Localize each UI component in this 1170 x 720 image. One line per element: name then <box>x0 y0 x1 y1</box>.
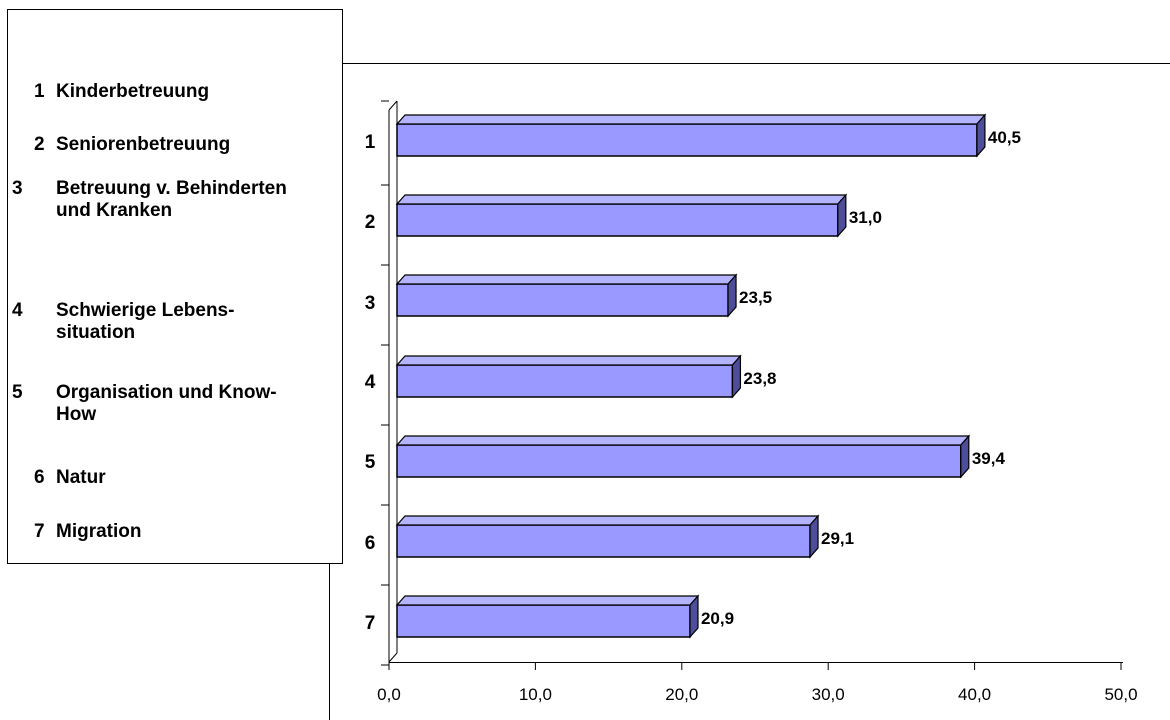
y-axis-bottom-depth <box>388 652 398 663</box>
x-tick-label: 20,0 <box>665 685 698 704</box>
category-labels: 1 2 3 4 5 6 7 <box>365 132 376 634</box>
legend-item-number: 6 <box>34 467 45 488</box>
bar-top <box>395 114 987 125</box>
bar-4 <box>395 354 742 399</box>
data-label-6: 29,1 <box>821 529 854 548</box>
category-label-1: 1 <box>365 132 376 153</box>
legend-item-number: 2 <box>34 134 45 155</box>
legend-item-7: 7 Migration <box>34 521 334 543</box>
bar-front <box>396 604 691 638</box>
category-label-3: 3 <box>365 293 376 314</box>
category-label-2: 2 <box>365 212 376 233</box>
bar-side <box>731 354 742 399</box>
legend-item-number: 1 <box>34 81 45 102</box>
axes <box>381 100 1123 670</box>
bar-side <box>837 193 847 238</box>
bar-top <box>395 595 700 606</box>
legend-item-label: Migration <box>56 521 142 542</box>
category-label-5: 5 <box>365 452 376 473</box>
x-tick-label: 0,0 <box>377 685 401 704</box>
category-label-4: 4 <box>365 372 376 393</box>
data-label-2: 31,0 <box>849 208 882 227</box>
bar-side <box>727 273 737 318</box>
bar-side <box>809 514 819 559</box>
data-label-5: 39,4 <box>972 449 1006 468</box>
bar-top <box>395 515 820 526</box>
legend-item-label: Organisation und Know- How <box>56 382 277 425</box>
legend-item-5: 5 Organisation und Know- How <box>12 382 296 426</box>
legend-item-2: 2 Seniorenbetreuung <box>34 134 334 156</box>
category-label-7: 7 <box>365 613 376 634</box>
bar-7 <box>395 594 700 639</box>
bars <box>395 113 987 639</box>
bar-front <box>396 524 811 558</box>
legend-item-label: Seniorenbetreuung <box>56 134 231 155</box>
y-axis-top-depth <box>388 100 398 111</box>
x-tick-label: 10,0 <box>519 685 552 704</box>
bar-top <box>395 194 848 205</box>
bar-5 <box>395 434 971 479</box>
legend-item-label: Kinderbetreuung <box>56 81 210 102</box>
bar-front <box>396 283 729 317</box>
bar-1 <box>395 113 987 158</box>
legend-item-number: 5 <box>12 382 23 403</box>
data-labels: 40,5 31,0 23,5 23,8 39,4 29,1 20,9 <box>701 128 1021 628</box>
legend-item-6: 6 Natur <box>34 467 334 489</box>
bar-2 <box>395 193 848 238</box>
x-tick-label: 50,0 <box>1104 685 1137 704</box>
legend-item-3: 3 Betreuung v. Behinderten und Kranken <box>12 178 296 222</box>
legend-item-number: 3 <box>12 178 23 199</box>
legend-item-label: Schwierige Lebens- situation <box>56 300 235 343</box>
x-tick-label: 30,0 <box>812 685 845 704</box>
legend-item-number: 4 <box>12 300 23 321</box>
bar-side <box>976 113 986 158</box>
data-label-3: 23,5 <box>739 288 772 307</box>
legend-item-1: 1 Kinderbetreuung <box>34 81 334 103</box>
bar-side <box>960 434 970 479</box>
bar-front <box>396 364 734 398</box>
legend-item-4: 4 Schwierige Lebens- situation <box>12 300 296 344</box>
legend-item-number: 7 <box>34 521 45 542</box>
legend-item-label: Betreuung v. Behinderten und Kranken <box>56 178 287 221</box>
category-label-6: 6 <box>365 533 376 554</box>
data-label-4: 23,8 <box>743 369 776 388</box>
x-tick-label: 40,0 <box>958 685 991 704</box>
bar-top <box>395 355 742 366</box>
bar-front <box>396 123 978 157</box>
bar-front <box>396 444 962 478</box>
legend: 1 Kinderbetreuung 2 Seniorenbetreuung 3 Betre… <box>7 9 343 564</box>
data-label-7: 20,9 <box>701 609 734 628</box>
legend-item-label: Natur <box>56 467 106 488</box>
bar-3 <box>395 273 738 318</box>
data-label-1: 40,5 <box>988 128 1021 147</box>
bar-top <box>395 435 971 446</box>
bar-top <box>395 274 738 285</box>
bar-front <box>396 203 839 237</box>
bar-side <box>689 594 699 639</box>
bar-6 <box>395 514 820 559</box>
x-tick-labels: 0,0 10,0 20,0 30,0 40,0 50,0 <box>377 685 1137 704</box>
